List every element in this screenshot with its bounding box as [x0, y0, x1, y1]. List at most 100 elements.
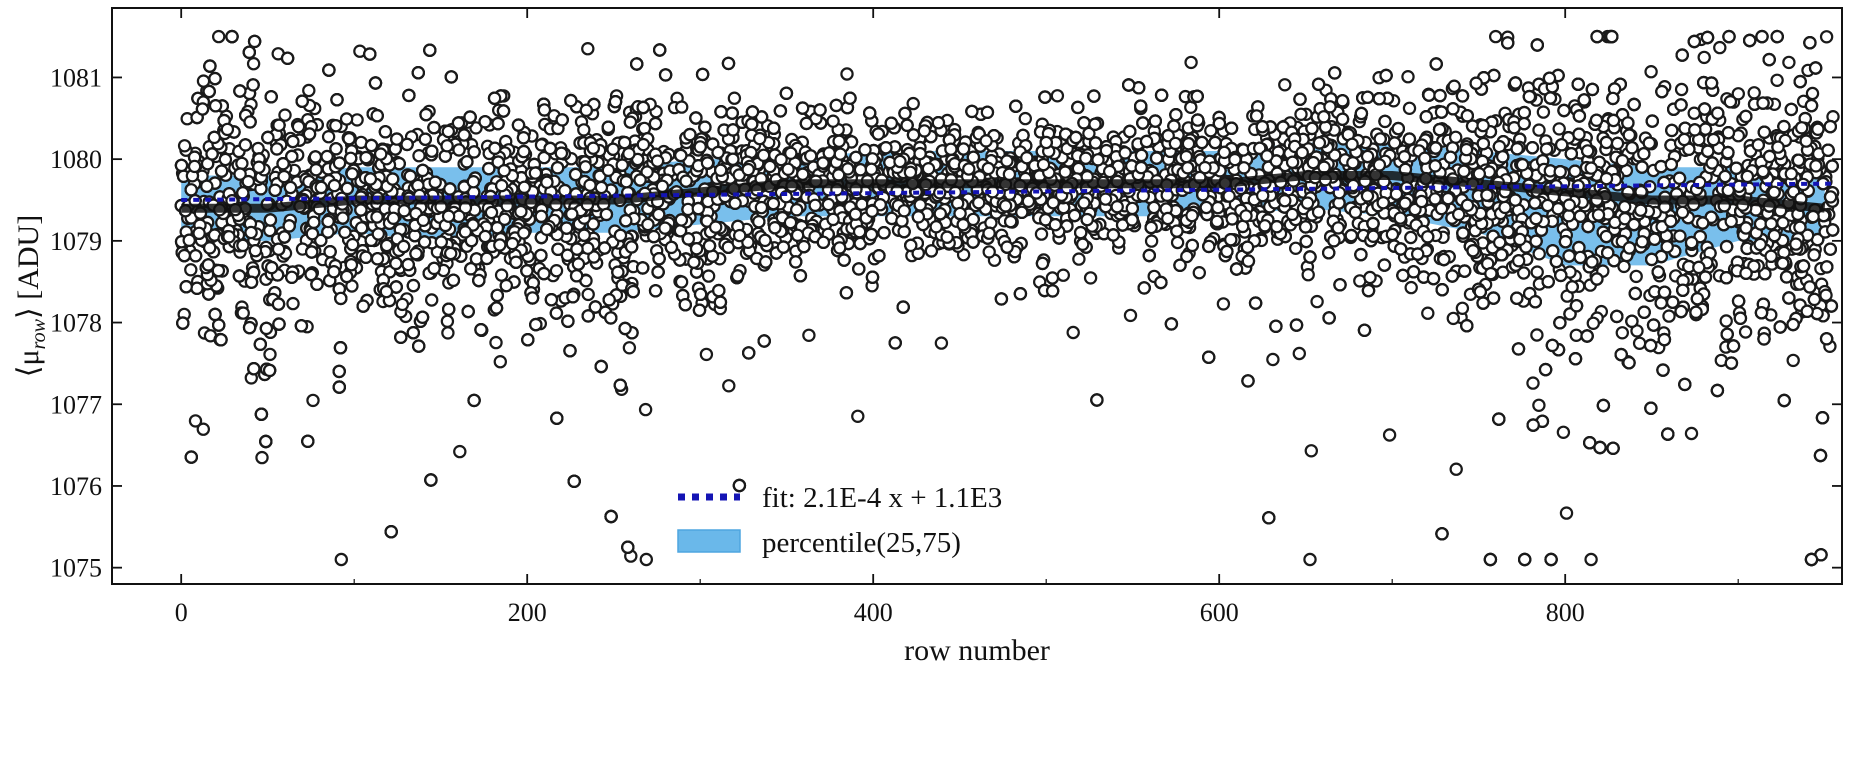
- data-point: [826, 114, 840, 128]
- data-point: [1747, 86, 1761, 100]
- data-point: [453, 444, 467, 459]
- data-point: [302, 83, 316, 98]
- data-point: [1556, 425, 1571, 439]
- data-point: [1292, 346, 1307, 361]
- data-point: [1363, 270, 1377, 285]
- data-point: [321, 129, 336, 144]
- data-point: [1404, 230, 1418, 245]
- data-point: [1404, 280, 1418, 295]
- data-point: [1530, 265, 1544, 279]
- data-point: [1449, 462, 1463, 476]
- data-point: [934, 336, 949, 350]
- data-point: [1056, 268, 1071, 282]
- data-point: [1697, 50, 1711, 65]
- data-point: [727, 91, 742, 105]
- data-point: [1401, 69, 1415, 84]
- data-point: [184, 263, 198, 277]
- data-point: [329, 118, 343, 133]
- data-point: [196, 422, 210, 436]
- data-point: [1662, 309, 1676, 323]
- data-point: [1819, 30, 1834, 44]
- data-point: [1278, 78, 1292, 92]
- data-point: [1288, 241, 1303, 255]
- data-point: [1536, 105, 1551, 119]
- data-point: [1050, 89, 1065, 103]
- data-point: [286, 296, 300, 311]
- data-points-layer: [174, 29, 1840, 567]
- data-point: [1674, 82, 1689, 97]
- data-point: [577, 123, 591, 137]
- data-point: [339, 112, 354, 126]
- data-point: [196, 74, 211, 88]
- data-point: [1402, 101, 1417, 116]
- data-point: [1266, 352, 1280, 367]
- data-point: [493, 355, 507, 369]
- data-point: [1304, 444, 1319, 458]
- data-point: [675, 100, 689, 114]
- data-point: [1559, 506, 1574, 520]
- data-point: [1192, 266, 1207, 280]
- data-point: [1819, 288, 1833, 302]
- data-point: [255, 450, 269, 465]
- data-point: [639, 552, 654, 567]
- data-point: [1770, 73, 1784, 88]
- data-point: [1082, 126, 1096, 141]
- data-point: [1303, 552, 1317, 567]
- data-point: [549, 264, 564, 278]
- data-point: [638, 402, 653, 417]
- data-point: [1455, 301, 1470, 315]
- data-point: [1532, 247, 1546, 261]
- data-point: [263, 347, 277, 362]
- data-point: [218, 152, 233, 167]
- data-point: [1446, 311, 1461, 326]
- data-point: [1615, 326, 1630, 340]
- data-point: [1719, 314, 1733, 328]
- data-point: [1738, 325, 1753, 339]
- data-point: [982, 245, 996, 259]
- data-point: [674, 275, 689, 289]
- data-point: [235, 156, 249, 171]
- data-point: [581, 287, 595, 302]
- data-point: [1018, 111, 1033, 126]
- data-point: [425, 293, 439, 307]
- data-point: [722, 379, 736, 393]
- data-point: [441, 326, 455, 340]
- data-point: [1083, 271, 1098, 285]
- data-point: [1532, 123, 1546, 137]
- data-point: [1447, 79, 1461, 93]
- data-point: [1644, 64, 1658, 79]
- data-point: [581, 42, 595, 56]
- data-point: [1382, 428, 1397, 442]
- data-point: [1684, 426, 1699, 441]
- data-point: [334, 552, 348, 567]
- data-point: [622, 341, 637, 355]
- data-point: [906, 96, 920, 111]
- data-point: [306, 393, 320, 408]
- data-point: [1204, 123, 1218, 138]
- data-point: [851, 409, 865, 423]
- data-point: [1552, 122, 1566, 136]
- data-point: [840, 67, 854, 81]
- data-point: [1144, 234, 1159, 248]
- data-point: [1530, 328, 1544, 342]
- data-point: [489, 335, 503, 350]
- data-point: [1586, 316, 1601, 330]
- data-point: [1526, 376, 1540, 390]
- data-point: [1184, 55, 1198, 70]
- data-point: [494, 268, 509, 282]
- data-point: [1584, 552, 1598, 567]
- data-point: [1180, 249, 1194, 264]
- data-point: [1066, 325, 1080, 340]
- data-point: [1713, 40, 1727, 55]
- data-point: [1072, 252, 1086, 266]
- data-point: [278, 108, 292, 122]
- data-point: [1310, 294, 1324, 309]
- data-point: [1673, 229, 1687, 243]
- data-point: [246, 57, 261, 71]
- data-point: [1629, 269, 1643, 284]
- data-point: [1216, 297, 1231, 311]
- data-point: [1421, 306, 1435, 320]
- data-point: [699, 347, 714, 362]
- data-point: [537, 150, 551, 165]
- data-point: [291, 119, 306, 134]
